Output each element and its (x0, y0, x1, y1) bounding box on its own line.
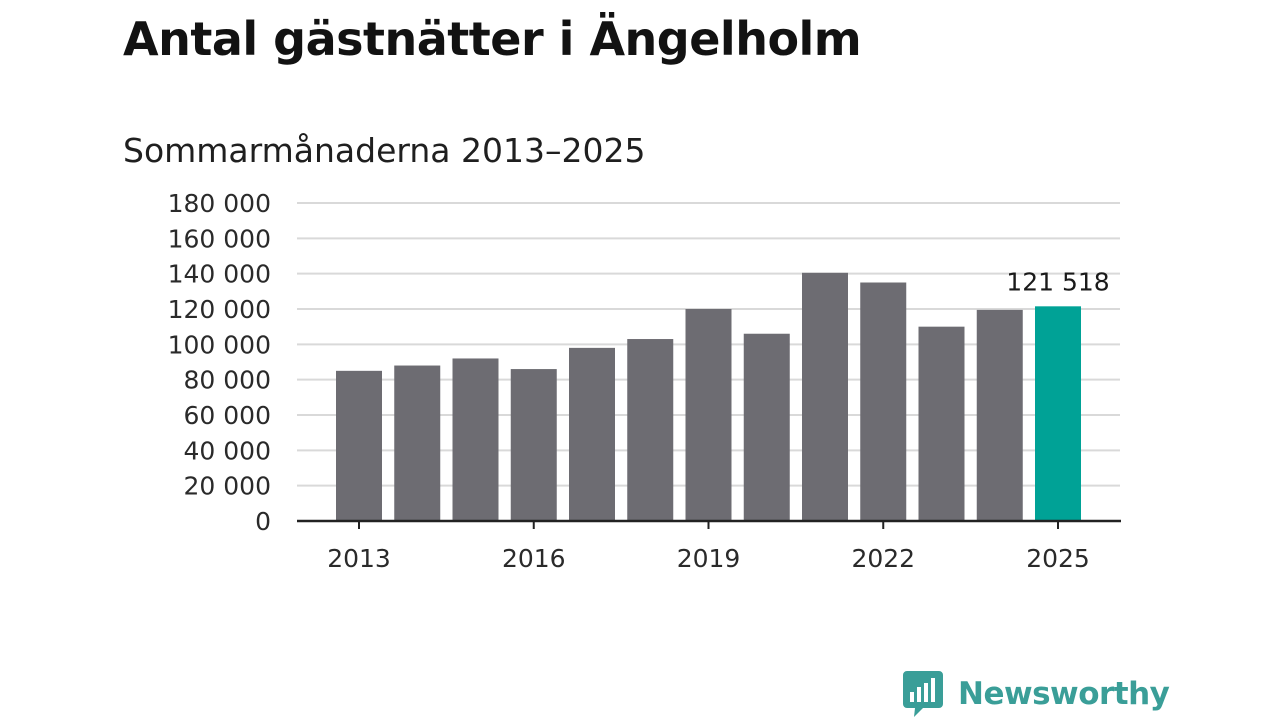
x-tick-label: 2016 (502, 544, 566, 573)
bar-2015 (452, 358, 499, 521)
x-tick-label: 2022 (851, 544, 915, 573)
chart-title: Antal gästnätter i Ängelholm (123, 12, 862, 66)
y-tick-label: 120 000 (168, 295, 271, 324)
y-tick-label: 80 000 (184, 366, 271, 395)
x-tick-label: 2013 (327, 544, 391, 573)
bar-2017 (569, 347, 615, 521)
bar-2018 (627, 339, 674, 521)
newsworthy-logo-icon (903, 671, 943, 717)
newsworthy-logo: Newsworthy (903, 670, 1170, 718)
bar-2020 (743, 333, 790, 521)
bar-2021 (802, 272, 848, 521)
bar-chart: 0 20 000 40 000 60 000 80 000 100 000 120 000 1… (168, 189, 1121, 573)
y-tick-label: 180 000 (168, 189, 271, 218)
chart-subtitle: Sommarmånaderna 2013–2025 (123, 131, 646, 170)
bar-2016 (510, 369, 557, 521)
x-tick-label: 2019 (677, 544, 741, 573)
bar-2019 (685, 309, 732, 521)
bar-2022 (860, 282, 907, 521)
y-tick-label: 160 000 (168, 224, 271, 253)
data-label: 121 518 (1006, 267, 1109, 296)
labels: 0 20 000 40 000 60 000 80 000 100 000 120 000 1… (168, 189, 1110, 573)
bar-2024 (976, 309, 1023, 521)
bar-2023 (918, 326, 965, 521)
bar-2025 (1035, 306, 1081, 521)
bar-2014 (394, 365, 441, 521)
y-tick-label: 100 000 (168, 330, 271, 359)
bars (336, 272, 1081, 521)
x-tick-label: 2025 (1026, 544, 1090, 573)
y-tick-label: 40 000 (184, 436, 271, 465)
bar-2013 (336, 370, 382, 521)
newsworthy-logo-text: Newsworthy (958, 676, 1170, 712)
axes (297, 519, 1121, 529)
y-tick-label: 20 000 (184, 472, 271, 501)
y-tick-label: 140 000 (168, 260, 271, 289)
y-tick-label: 0 (255, 507, 271, 536)
y-tick-label: 60 000 (184, 401, 271, 430)
